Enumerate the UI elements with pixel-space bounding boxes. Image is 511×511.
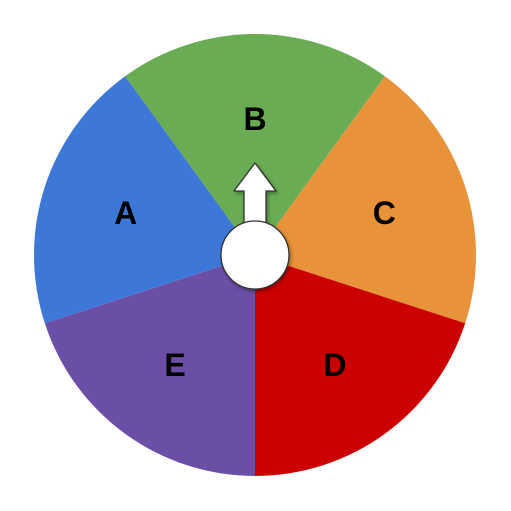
sector-label-d: D [323, 347, 346, 383]
sector-label-e: E [164, 347, 185, 383]
wheel-labels: B C D E A [114, 101, 396, 383]
sector-label-b: B [243, 101, 266, 137]
sector-e [44, 255, 255, 476]
sector-label-c: C [373, 195, 396, 231]
sector-b [125, 34, 385, 255]
sector-d [255, 255, 466, 476]
spinner-pointer[interactable] [220, 162, 290, 290]
spinner-hub[interactable] [220, 220, 290, 290]
sector-label-a: A [114, 195, 137, 231]
sector-c [255, 76, 476, 324]
sector-a [34, 76, 255, 324]
wheel-sectors [34, 34, 476, 476]
